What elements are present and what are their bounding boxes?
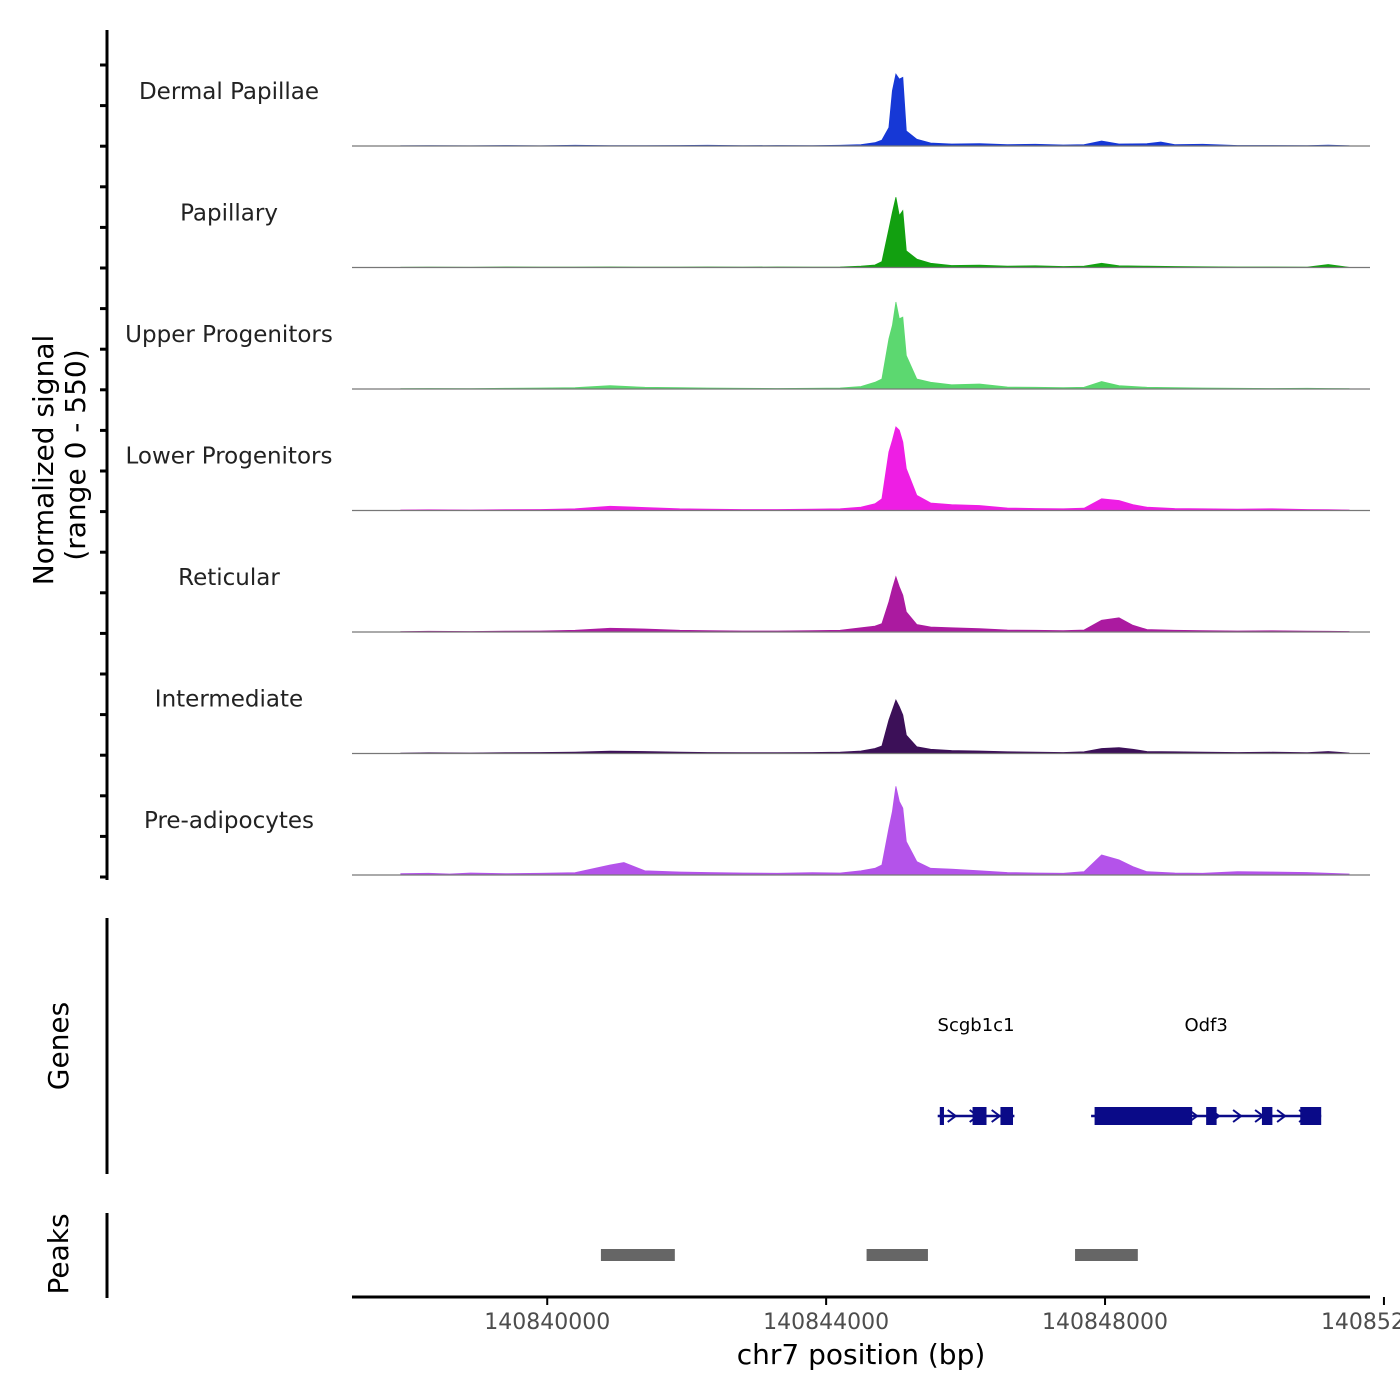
coverage-area [400, 301, 1350, 390]
track-label: Pre-adipocytes [144, 808, 314, 834]
coverage-track: Pre-adipocytes [144, 786, 1370, 876]
gene-name-label: Odf3 [1184, 1015, 1227, 1036]
coverage-track: Reticular [178, 565, 1370, 633]
x-tick-label: 140840000 [484, 1310, 610, 1335]
gene-exon [1261, 1107, 1273, 1125]
gene-exon [1300, 1107, 1322, 1125]
coverage-area [400, 73, 1350, 147]
strand-arrow [1276, 1109, 1287, 1123]
coverage-track: Papillary [180, 197, 1370, 269]
strand-arrow [991, 1109, 1002, 1123]
gene-exon [1000, 1107, 1014, 1125]
x-tick-label: 140852000 [1321, 1310, 1400, 1335]
y-axis-label-line1: Normalized signal [27, 335, 60, 586]
peak-region [1075, 1249, 1138, 1261]
coverage-area [400, 698, 1350, 754]
track-label: Upper Progenitors [125, 322, 333, 348]
gene: Scgb1c1 [938, 1015, 1015, 1125]
peak-region [866, 1249, 928, 1261]
x-axis: 140840000 140844000 140848000 140852000 [484, 1297, 1400, 1335]
coverage-track: Lower Progenitors [126, 426, 1370, 512]
strand-arrow [1232, 1109, 1243, 1123]
x-tick-label: 140848000 [1042, 1310, 1168, 1335]
coverage-area [400, 786, 1350, 876]
genes-track-label: Genes [42, 1002, 75, 1090]
track-label: Intermediate [155, 687, 303, 713]
gene: Odf3 [1091, 1015, 1322, 1125]
coverage-track: Upper Progenitors [125, 301, 1370, 390]
peak-track [600, 1249, 1138, 1261]
strand-arrow [947, 1109, 958, 1123]
coverage-area [400, 426, 1350, 511]
gene-track: Scgb1c1 Odf3 [938, 1015, 1322, 1125]
track-label: Papillary [180, 201, 278, 227]
track-label: Lower Progenitors [126, 444, 333, 470]
x-axis-label: chr7 position (bp) [737, 1338, 986, 1371]
gene-exon [1094, 1107, 1193, 1125]
gene-exon [939, 1107, 944, 1125]
x-tick-label: 140844000 [763, 1310, 889, 1335]
coverage-tracks: Dermal Papillae Papillary Upper Progenitor… [125, 73, 1370, 876]
coverage-area [400, 575, 1350, 633]
peaks-track-label: Peaks [42, 1213, 75, 1294]
y-axis-label-line2: (range 0 - 550) [59, 349, 92, 560]
track-label: Reticular [178, 565, 280, 591]
gene-exon [972, 1107, 987, 1125]
gene-name-label: Scgb1c1 [938, 1015, 1015, 1036]
track-label: Dermal Papillae [139, 79, 319, 105]
coverage-y-axis [100, 30, 109, 880]
coverage-track: Intermediate [155, 687, 1370, 755]
gene-exon [1206, 1107, 1217, 1125]
coverage-track: Dermal Papillae [139, 73, 1370, 147]
peak-region [600, 1249, 675, 1261]
coverage-area [400, 197, 1350, 268]
